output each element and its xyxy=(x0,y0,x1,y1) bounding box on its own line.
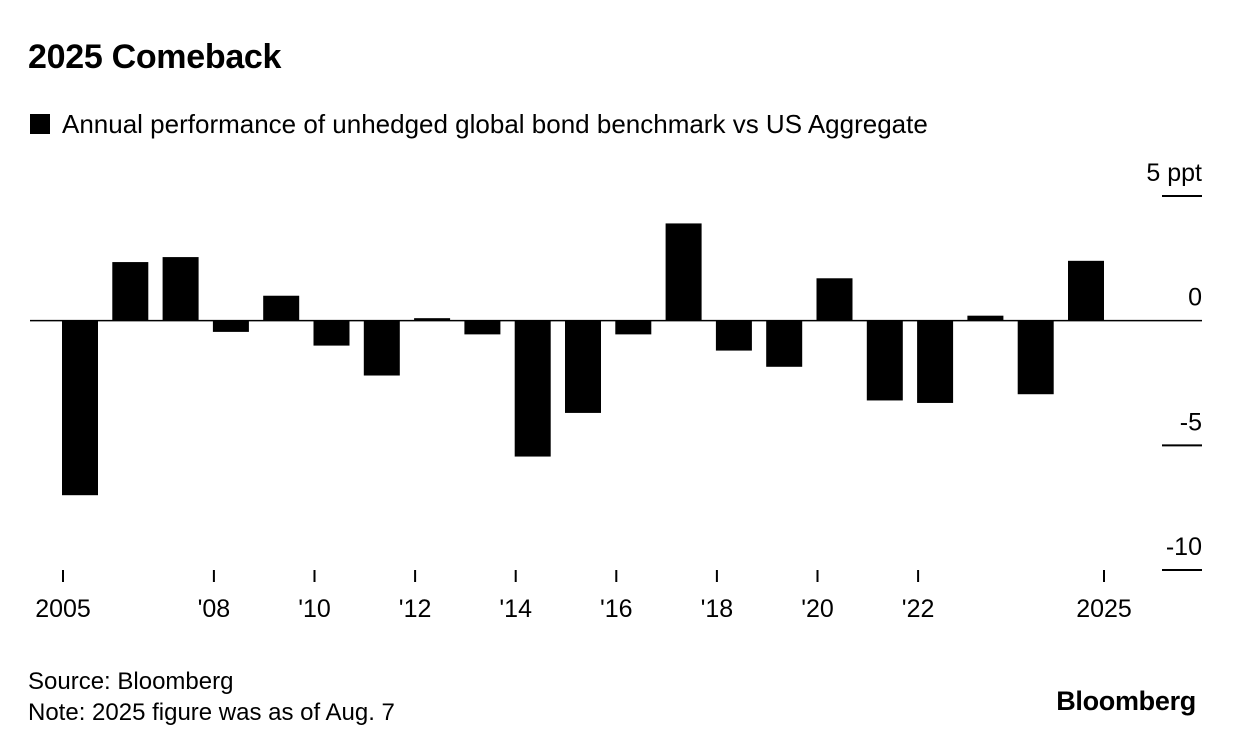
x-tick-label: '12 xyxy=(399,595,432,623)
bar-2009 xyxy=(263,295,300,321)
bar-2013 xyxy=(464,320,501,335)
bar-2006 xyxy=(112,262,149,321)
bar-2020 xyxy=(816,278,853,321)
bar-2015 xyxy=(565,320,601,413)
bar-2010 xyxy=(313,320,350,346)
chart-title: 2025 Comeback xyxy=(28,38,282,76)
y-tick-label: -5 xyxy=(1180,408,1202,436)
x-tick-label: '08 xyxy=(198,595,231,623)
y-axis: 5 ppt 0 -5 -10 xyxy=(1146,159,1202,571)
x-tick-label: '16 xyxy=(600,595,633,623)
bar-2012 xyxy=(414,318,451,321)
bar-2018 xyxy=(715,320,752,351)
x-axis: 2005 '08 '10 '12 '14 '16 '18 '20 '22 2025 xyxy=(35,570,1132,623)
legend-label: Annual performance of unhedged global bo… xyxy=(62,108,928,139)
bar-2011 xyxy=(363,320,400,376)
source-note: Source: Bloomberg Note: 2025 figure was … xyxy=(28,666,395,728)
bar-2007 xyxy=(162,257,199,321)
x-tick-label: '18 xyxy=(701,595,734,623)
bloomberg-logo: Bloomberg xyxy=(1056,686,1196,716)
bar-2022 xyxy=(917,320,954,403)
bar-2019 xyxy=(766,320,803,367)
bar-2021 xyxy=(866,320,903,401)
bar-2017 xyxy=(665,223,702,321)
x-tick-label: '14 xyxy=(499,595,532,623)
bar-2005 xyxy=(62,320,98,496)
x-tick-label: 2025 xyxy=(1076,595,1132,623)
legend-swatch xyxy=(30,114,50,134)
bars xyxy=(62,223,1104,496)
y-tick-label: 5 ppt xyxy=(1146,159,1202,187)
bar-2016 xyxy=(615,320,652,335)
y-tick-label: 0 xyxy=(1188,284,1202,312)
x-tick-label: '22 xyxy=(902,595,935,623)
x-tick-label: 2005 xyxy=(35,595,91,623)
x-tick-label: '10 xyxy=(298,595,331,623)
bar-2023 xyxy=(967,315,1004,321)
y-tick-label: -10 xyxy=(1166,533,1202,561)
chart-legend: Annual performance of unhedged global bo… xyxy=(30,104,928,144)
bar-2008 xyxy=(212,320,249,332)
bar-2025 xyxy=(1068,260,1104,321)
source-text: Source: Bloomberg xyxy=(28,668,234,695)
bar-2014 xyxy=(514,320,551,457)
note-text: Note: 2025 figure was as of Aug. 7 xyxy=(28,699,395,726)
bar-2024 xyxy=(1017,320,1054,395)
x-tick-label: '20 xyxy=(801,595,834,623)
